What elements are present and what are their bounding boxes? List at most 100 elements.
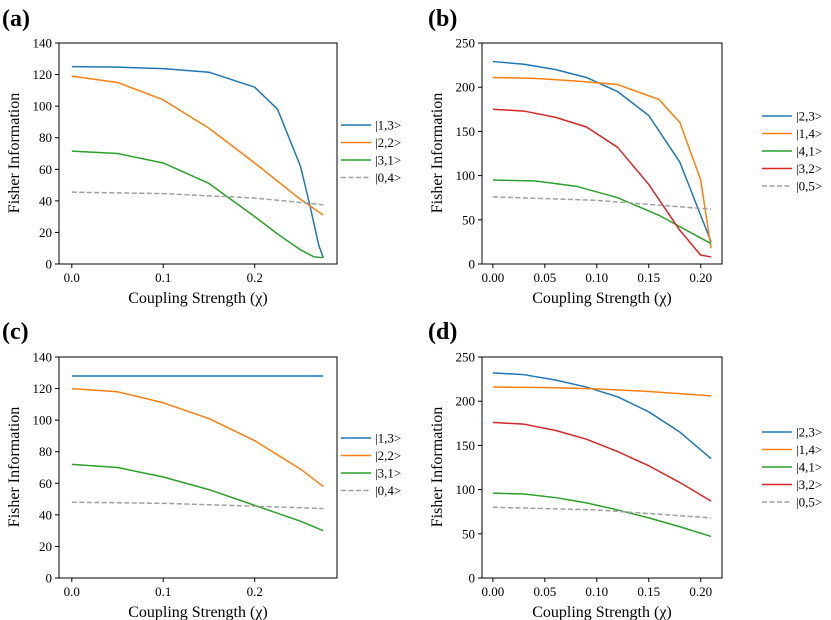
legend-label: |4,1> [796,144,822,159]
y-tick-label: 50 [462,526,475,541]
legend-label: |2,2> [375,135,401,150]
x-tick-label: 0.05 [533,584,556,599]
legend-label: |1,3> [375,118,401,133]
y-axis-title: Fisher Information [429,407,446,527]
y-tick-label: 150 [456,438,476,453]
panel-label: (a) [2,6,30,32]
y-tick-label: 140 [33,350,53,365]
series-line-5 [492,506,712,519]
legend: |1,3> |2,2> |3,1> |0,4> [341,431,401,498]
series-line-5 [492,196,712,210]
y-tick-label: 80 [39,130,52,145]
y-tick-label: 200 [456,394,476,409]
legend-label: |2,2> [375,448,401,463]
y-tick-label: 100 [33,99,53,114]
y-tick-label: 0 [469,571,476,586]
legend-label: |0,4> [375,170,401,185]
y-tick-label: 100 [33,413,53,428]
x-tick-label: 0.15 [637,270,660,285]
series-line-3 [492,492,712,538]
y-axis-title: Fisher Information [429,93,446,213]
panel-label: (d) [428,319,457,345]
x-tick-label: 0.0 [64,270,80,285]
x-tick-label: 0.1 [155,584,171,599]
series-line-4 [71,501,324,510]
panel-c: (c) 0.0 0.1 0.2 0 20 40 60 80 100 120 140 Coupling S… [2,319,401,620]
panel-d: (d) 0.00 0.05 0.10 0.15 0.20 0 50 100 150 200 250 Co… [428,319,822,620]
x-tick-label: 0.00 [482,270,505,285]
y-tick-label: 0 [469,257,476,272]
legend-label: |1,4> [796,126,822,141]
x-axis-title: Coupling Strength (χ) [532,290,672,307]
legend-label: |2,3> [796,109,822,124]
y-tick-label: 120 [33,381,53,396]
x-tick-label: 0.20 [689,270,712,285]
y-tick-label: 250 [456,350,476,365]
panel-b: (b) 0.00 0.05 0.10 0.15 0.20 0 50 100 150 200 250 Co… [428,6,822,307]
y-tick-label: 100 [456,482,476,497]
series-line-2 [71,387,324,488]
legend-label: |3,1> [375,466,401,481]
legend-label: |0,4> [375,483,401,498]
plot-frame [58,42,338,265]
x-tick-label: 0.0 [64,584,80,599]
plot-frame [481,356,723,579]
x-axis-title: Coupling Strength (χ) [128,290,268,307]
x-axis-title: Coupling Strength (χ) [532,604,672,620]
y-tick-label: 60 [39,162,52,177]
y-tick-label: 60 [39,476,52,491]
legend-label: |3,2> [796,161,822,176]
series-line-4 [71,191,324,206]
series-line-3 [71,150,324,259]
x-tick-label: 0.20 [689,584,712,599]
series-line-4 [492,108,712,258]
x-tick-label: 0.15 [637,584,660,599]
legend: |1,3> |2,2> |3,1> |0,4> [341,118,401,185]
y-tick-label: 80 [39,444,52,459]
x-axis-title: Coupling Strength (χ) [128,604,268,620]
x-tick-label: 0.00 [482,584,505,599]
y-tick-label: 40 [39,507,52,522]
panel-label: (b) [428,6,457,32]
x-tick-label: 0.10 [585,270,608,285]
series-line-1 [492,60,712,243]
legend: |2,3> |1,4> |4,1> |3,2> |0,5> [762,425,822,510]
y-tick-label: 20 [39,539,52,554]
panel-label: (c) [2,319,29,345]
x-tick-label: 0.2 [247,584,263,599]
y-axis-title: Fisher Information [6,93,23,213]
series-line-2 [492,386,712,397]
series-line-3 [71,463,324,532]
y-tick-label: 150 [456,124,476,139]
series-line-1 [492,372,712,460]
legend-label: |2,3> [796,425,822,440]
x-tick-label: 0.2 [247,270,263,285]
y-tick-label: 250 [456,36,476,51]
y-tick-label: 20 [39,225,52,240]
series-line-4 [492,421,712,502]
legend-label: |0,5> [796,179,822,194]
legend-label: |3,1> [375,153,401,168]
y-tick-label: 200 [456,80,476,95]
series-line-1 [71,65,324,258]
x-tick-label: 0.1 [155,270,171,285]
y-tick-label: 40 [39,193,52,208]
plot-frame [58,356,338,579]
legend-label: |3,2> [796,477,822,492]
legend-label: |1,4> [796,442,822,457]
y-tick-label: 0 [46,257,53,272]
series-line-2 [492,76,712,249]
x-tick-label: 0.10 [585,584,608,599]
series-line-3 [492,179,712,245]
legend: |2,3> |1,4> |4,1> |3,2> |0,5> [762,109,822,194]
y-tick-label: 120 [33,67,53,82]
y-axis-title: Fisher Information [6,407,23,527]
y-tick-label: 0 [46,571,53,586]
plot-frame [481,42,723,265]
y-tick-label: 140 [33,36,53,51]
legend-label: |1,3> [375,431,401,446]
legend-label: |0,5> [796,495,822,510]
y-tick-label: 100 [456,168,476,183]
x-tick-label: 0.05 [533,270,556,285]
